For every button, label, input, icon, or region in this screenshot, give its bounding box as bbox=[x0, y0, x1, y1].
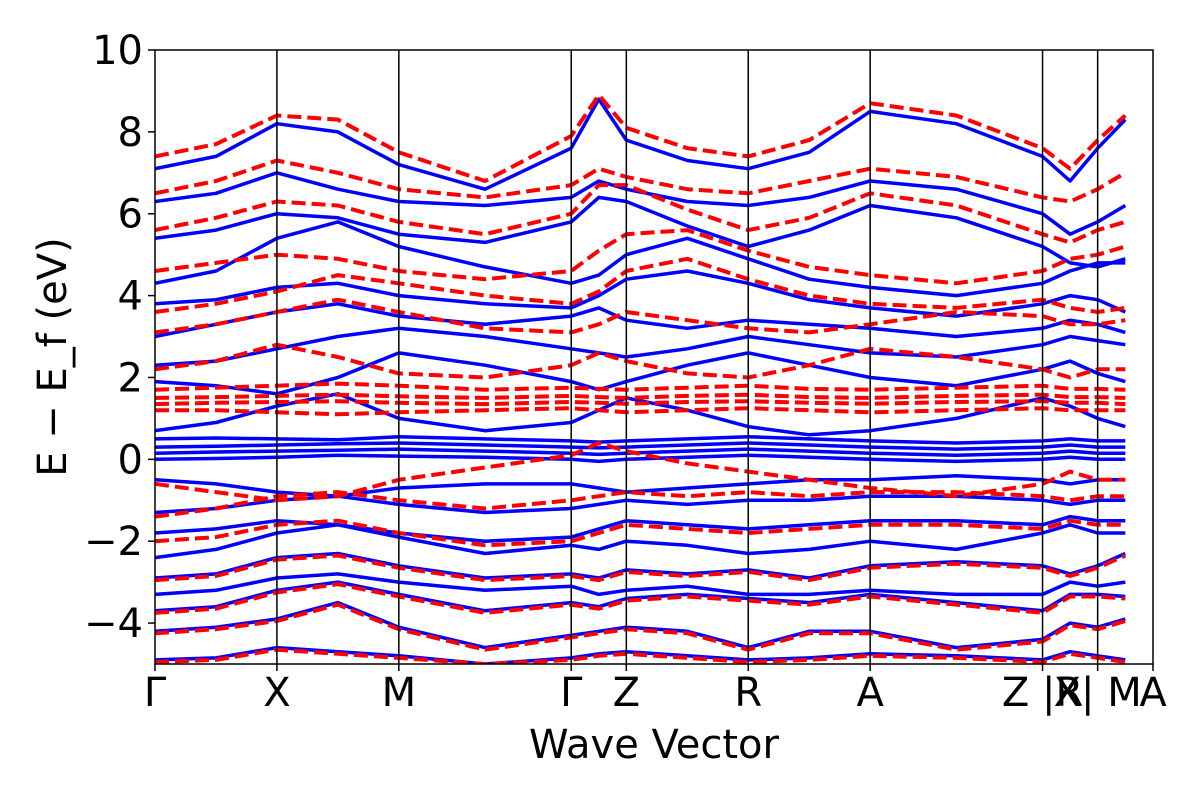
band-line-solid-6 bbox=[155, 514, 1126, 543]
band-line-dashed-3 bbox=[155, 553, 1127, 583]
y-tick-label: 10 bbox=[92, 28, 143, 74]
x-tick-label: Γ bbox=[560, 670, 583, 716]
y-axis-label: E − E_f (eV) bbox=[30, 237, 76, 476]
x-tick-label: X| M bbox=[1054, 670, 1142, 716]
band-line-solid-18 bbox=[155, 220, 1126, 298]
band-line-dashed-5 bbox=[155, 490, 1126, 519]
high-symmetry-lines bbox=[276, 50, 1099, 664]
y-tick-label: −2 bbox=[84, 519, 143, 565]
x-axis-label: Wave Vector bbox=[529, 722, 780, 768]
x-tick-label: X bbox=[263, 670, 290, 716]
band-line-dashed-8 bbox=[155, 399, 1126, 407]
y-tick-label: 2 bbox=[118, 355, 143, 401]
band-line-dashed-6 bbox=[155, 441, 1126, 503]
band-line-dashed-2 bbox=[155, 582, 1126, 615]
band-line-dashed-15 bbox=[155, 183, 1126, 245]
band-line-solid-11 bbox=[155, 441, 1126, 451]
x-tick-label: R bbox=[734, 670, 762, 716]
band-line-solid-14 bbox=[155, 351, 1126, 396]
band-line-dashed-7 bbox=[155, 406, 1126, 417]
band-line-dashed-4 bbox=[155, 518, 1126, 548]
band-line-dashed-12 bbox=[155, 297, 1126, 335]
band-line-dashed-0 bbox=[155, 647, 1126, 664]
band-line-solid-10 bbox=[155, 447, 1126, 457]
band-line-solid-21 bbox=[155, 97, 1127, 191]
y-tick-label: 8 bbox=[118, 110, 143, 156]
x-tick-label: A bbox=[856, 670, 884, 716]
x-tick-label: Z |R bbox=[1002, 670, 1083, 716]
band-line-dashed-17 bbox=[155, 93, 1127, 183]
bands-layer bbox=[155, 93, 1127, 664]
band-line-solid-16 bbox=[155, 302, 1126, 339]
plot-frame bbox=[154, 49, 1154, 665]
band-line-dashed-14 bbox=[155, 228, 1126, 286]
y-tick-label: −4 bbox=[84, 601, 143, 647]
band-line-dashed-11 bbox=[155, 342, 1126, 380]
band-line-solid-15 bbox=[155, 326, 1126, 367]
band-line-dashed-9 bbox=[155, 392, 1126, 400]
x-tick-label: Z bbox=[613, 670, 640, 716]
band-line-dashed-10 bbox=[155, 381, 1126, 392]
band-line-dashed-16 bbox=[155, 158, 1127, 204]
y-tick-label: 4 bbox=[118, 274, 143, 320]
band-line-solid-19 bbox=[155, 195, 1126, 269]
band-line-solid-17 bbox=[155, 269, 1127, 318]
band-line-dashed-1 bbox=[155, 602, 1126, 652]
band-line-solid-5 bbox=[155, 523, 1126, 560]
y-tick-label: 6 bbox=[118, 192, 143, 238]
band-line-solid-12 bbox=[155, 435, 1126, 445]
band-line-solid-0 bbox=[155, 645, 1126, 664]
y-axis-ticks: −4 −2 0 2 4 6 8 10 bbox=[84, 28, 155, 647]
x-tick-label: Γ bbox=[144, 670, 167, 716]
x-tick-label: A bbox=[1139, 670, 1167, 716]
band-line-solid-3 bbox=[155, 572, 1126, 597]
x-tick-label: M bbox=[382, 670, 417, 716]
y-tick-label: 0 bbox=[118, 437, 143, 483]
